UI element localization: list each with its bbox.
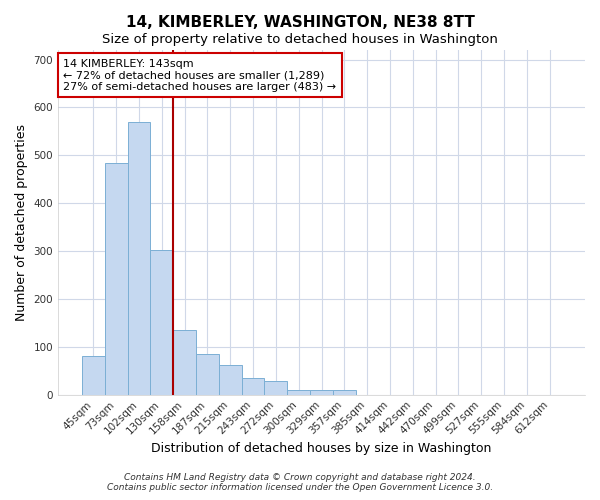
Text: 14 KIMBERLEY: 143sqm
← 72% of detached houses are smaller (1,289)
27% of semi-de: 14 KIMBERLEY: 143sqm ← 72% of detached h… [64, 58, 337, 92]
Bar [219, 364, 242, 394]
Bar [173, 330, 196, 394]
Y-axis label: Number of detached properties: Number of detached properties [15, 124, 28, 321]
Bar [265, 382, 287, 394]
Bar [287, 390, 310, 394]
Bar [151, 250, 173, 394]
Bar [105, 164, 128, 394]
Bar [333, 390, 356, 394]
Text: Size of property relative to detached houses in Washington: Size of property relative to detached ho… [102, 32, 498, 46]
Bar [128, 122, 151, 394]
Bar [310, 390, 333, 394]
Text: Contains HM Land Registry data © Crown copyright and database right 2024.
Contai: Contains HM Land Registry data © Crown c… [107, 473, 493, 492]
Bar [82, 356, 105, 395]
X-axis label: Distribution of detached houses by size in Washington: Distribution of detached houses by size … [151, 442, 492, 455]
Bar [196, 354, 219, 395]
Bar [242, 378, 265, 394]
Text: 14, KIMBERLEY, WASHINGTON, NE38 8TT: 14, KIMBERLEY, WASHINGTON, NE38 8TT [125, 15, 475, 30]
